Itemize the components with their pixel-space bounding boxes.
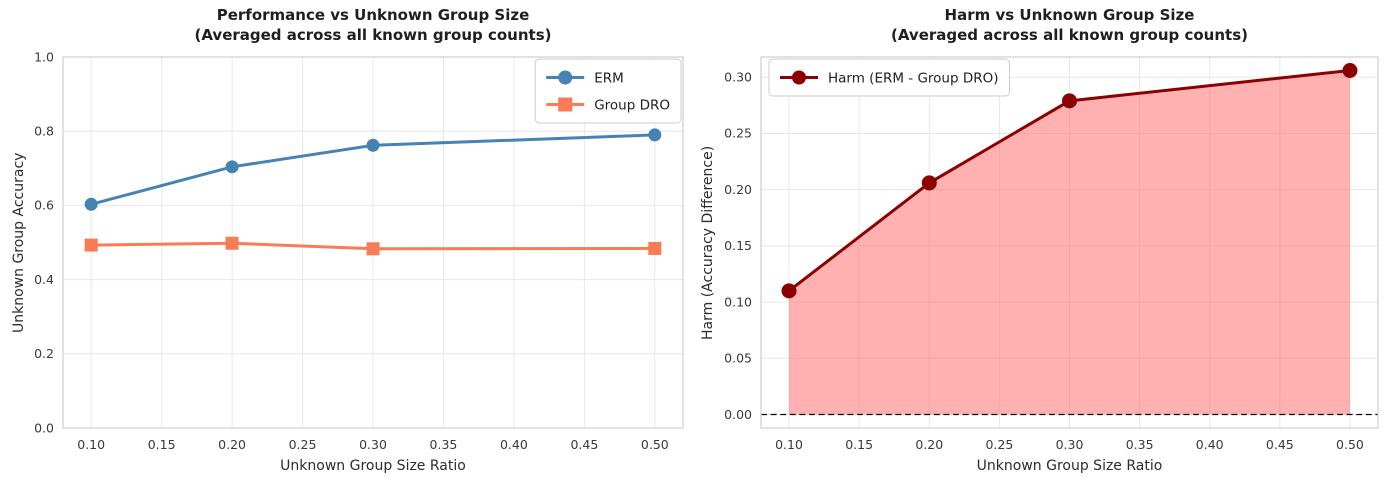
performance-y-axis-label: Unknown Group Accuracy [11, 152, 27, 333]
x-tick-labels: 0.10 0.15 0.20 0.25 0.30 0.35 0.40 0.45 0.50 [775, 437, 1364, 452]
legend-marker [792, 70, 806, 85]
x-tick-label: 0.35 [1126, 437, 1154, 452]
y-tick-label: 0.25 [724, 126, 752, 141]
legend-box [768, 58, 1011, 97]
y-tick-label: 0.4 [34, 272, 54, 287]
x-tick-label: 0.40 [1196, 437, 1224, 452]
x-tick-label: 0.30 [1056, 437, 1084, 452]
legend-label: Group DRO [594, 97, 670, 113]
x-tick-label: 0.50 [641, 437, 669, 452]
legend: Harm (ERM - Group DRO) [768, 58, 1011, 97]
harm-chart-subtitle: (Averaged across all known group counts) [891, 26, 1248, 44]
performance-plot-area: 0.10 0.15 0.20 0.25 0.30 0.35 0.40 0.45 0.500.00… [34, 49, 684, 452]
x-tick-label: 0.25 [985, 437, 1013, 452]
y-tick-label: 0.10 [724, 294, 752, 309]
x-tick-label: 0.10 [775, 437, 803, 452]
y-tick-labels: 0.00 0.05 0.10 0.15 0.20 0.25 0.30 [724, 70, 752, 422]
x-tick-labels: 0.10 0.15 0.20 0.25 0.30 0.35 0.40 0.45 0.50 [77, 437, 669, 452]
plot-border [62, 56, 684, 429]
data-point-marker [648, 241, 662, 255]
x-tick-label: 0.15 [845, 437, 873, 452]
series-erm [84, 128, 662, 211]
y-tick-label: 1.0 [34, 49, 54, 64]
plot-border [760, 56, 1379, 429]
data-point-marker [1342, 62, 1358, 78]
data-point-marker [921, 175, 937, 191]
y-tick-label: 0.30 [724, 70, 752, 85]
performance-chart: 0.10 0.15 0.20 0.25 0.30 0.35 0.40 0.45 0.50 0.0 0… [11, 6, 684, 474]
data-point-marker [225, 236, 239, 250]
x-tick-label: 0.40 [500, 437, 528, 452]
x-tick-label: 0.45 [570, 437, 598, 452]
data-point-marker [84, 238, 98, 252]
legend-marker [558, 70, 573, 85]
legend-label: ERM [594, 70, 624, 86]
legend-label: Harm (ERM - Group DRO) [828, 70, 999, 86]
x-tick-label: 0.45 [1266, 437, 1294, 452]
x-tick-label: 0.25 [289, 437, 317, 452]
y-tick-label: 0.2 [34, 346, 54, 361]
data-point-marker [781, 283, 797, 299]
harm-y-axis-label: Harm (Accuracy Difference) [700, 145, 716, 340]
legend-box [534, 58, 682, 124]
data-point-marker [1062, 93, 1077, 109]
performance-chart-title: Performance vs Unknown Group Size [216, 6, 530, 24]
y-tick-label: 0.05 [724, 351, 752, 366]
y-tick-label: 0.0 [34, 420, 54, 435]
x-tick-label: 0.15 [148, 437, 176, 452]
harm-x-axis-label: Unknown Group Size Ratio [976, 458, 1163, 474]
harm-shaded-area [789, 70, 1350, 415]
legend: ERM Group DRO [534, 58, 682, 124]
x-tick-label: 0.10 [77, 437, 105, 452]
data-point-marker [648, 128, 662, 142]
series-group-dro [84, 236, 662, 256]
data-point-marker [84, 197, 98, 211]
y-tick-label: 0.15 [724, 238, 752, 253]
performance-chart-subtitle: (Averaged across all known group counts) [194, 26, 552, 44]
performance-x-axis-label: Unknown Group Size Ratio [280, 458, 466, 474]
data-point-marker [366, 242, 380, 256]
y-tick-labels: 0.0 0.2 0.4 0.6 0.8 1.0 [34, 49, 54, 435]
legend-marker [558, 97, 573, 112]
x-tick-label: 0.30 [359, 437, 387, 452]
x-tick-label: 0.20 [915, 437, 943, 452]
harm-plot-area: 0.10 0.15 0.20 0.25 0.30 0.35 0.40 0.45 0.50 0.00… [724, 56, 1379, 452]
y-tick-label: 0.8 [34, 124, 54, 139]
series-harm-erm-group-dro [781, 62, 1358, 299]
data-point-marker [366, 138, 380, 152]
x-tick-label: 0.35 [430, 437, 458, 452]
y-tick-label: 0.20 [724, 182, 752, 197]
y-tick-label: 0.00 [724, 407, 752, 422]
x-tick-label: 0.20 [218, 437, 246, 452]
data-point-marker [225, 160, 239, 174]
harm-chart: 0.10 0.15 0.20 0.25 0.30 0.35 0.40 0.45 0.50 0.00… [695, 0, 1389, 489]
harm-chart-title: Harm vs Unknown Group Size [944, 6, 1195, 24]
x-tick-label: 0.50 [1336, 437, 1364, 452]
y-tick-label: 0.6 [34, 198, 54, 213]
